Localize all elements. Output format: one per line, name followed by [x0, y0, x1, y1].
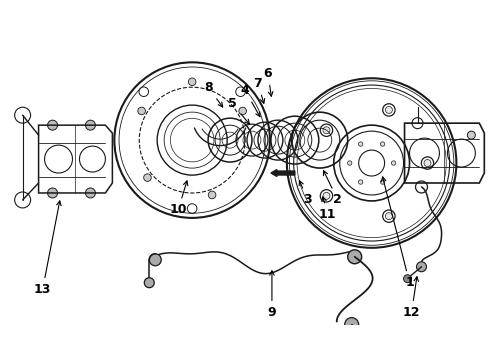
Circle shape	[380, 142, 385, 146]
Circle shape	[380, 180, 385, 184]
Text: 12: 12	[403, 277, 420, 319]
Circle shape	[323, 192, 330, 199]
Text: 7: 7	[254, 77, 265, 103]
Circle shape	[467, 131, 475, 139]
Circle shape	[386, 213, 392, 220]
Text: 3: 3	[299, 181, 312, 206]
Circle shape	[48, 188, 57, 198]
Circle shape	[347, 161, 352, 165]
Circle shape	[359, 180, 363, 184]
Text: 9: 9	[268, 271, 276, 319]
Text: 13: 13	[34, 201, 61, 296]
Text: 2: 2	[323, 171, 342, 206]
Text: 5: 5	[228, 97, 249, 124]
Circle shape	[239, 107, 246, 115]
Circle shape	[362, 328, 373, 339]
Circle shape	[144, 278, 154, 288]
Text: 8: 8	[204, 81, 222, 107]
Circle shape	[138, 107, 146, 115]
Circle shape	[188, 78, 196, 86]
Circle shape	[386, 107, 392, 113]
Text: 6: 6	[264, 67, 273, 96]
Circle shape	[348, 250, 362, 264]
Circle shape	[85, 120, 96, 130]
Text: 1: 1	[382, 177, 414, 289]
Circle shape	[404, 275, 412, 283]
Circle shape	[48, 120, 57, 130]
Circle shape	[392, 161, 396, 165]
Circle shape	[359, 142, 363, 146]
Circle shape	[345, 318, 359, 332]
Circle shape	[208, 191, 216, 199]
Circle shape	[85, 188, 96, 198]
Circle shape	[144, 174, 151, 181]
Circle shape	[424, 159, 431, 167]
FancyArrow shape	[271, 170, 295, 176]
Text: 11: 11	[319, 197, 337, 221]
Circle shape	[149, 254, 161, 266]
Circle shape	[323, 127, 330, 134]
Text: 10: 10	[170, 181, 188, 216]
Text: 4: 4	[241, 84, 260, 117]
Circle shape	[416, 262, 426, 272]
